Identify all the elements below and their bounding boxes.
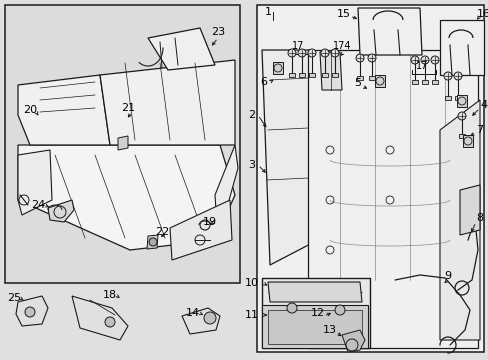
Bar bbox=[368, 76, 374, 80]
Bar bbox=[321, 73, 327, 77]
Text: 17: 17 bbox=[291, 41, 304, 51]
Text: 6: 6 bbox=[260, 77, 267, 87]
Circle shape bbox=[430, 56, 438, 64]
Polygon shape bbox=[170, 200, 231, 260]
Polygon shape bbox=[319, 52, 341, 90]
Text: 19: 19 bbox=[203, 217, 217, 227]
Bar bbox=[5, 5, 240, 283]
Polygon shape bbox=[262, 50, 317, 265]
Bar bbox=[458, 134, 464, 138]
Polygon shape bbox=[118, 136, 128, 150]
Bar bbox=[454, 96, 460, 100]
Circle shape bbox=[330, 49, 338, 57]
Text: 2: 2 bbox=[248, 110, 255, 120]
Polygon shape bbox=[459, 185, 479, 235]
Text: 3: 3 bbox=[248, 160, 255, 170]
Bar bbox=[288, 73, 294, 77]
Circle shape bbox=[367, 54, 375, 62]
Circle shape bbox=[453, 72, 461, 80]
Polygon shape bbox=[462, 135, 472, 147]
Bar bbox=[431, 80, 437, 84]
Text: 13: 13 bbox=[323, 325, 336, 335]
Text: 11: 11 bbox=[244, 310, 259, 320]
Polygon shape bbox=[262, 305, 367, 348]
Text: 20: 20 bbox=[23, 105, 37, 115]
Polygon shape bbox=[147, 235, 158, 249]
Text: 5: 5 bbox=[354, 78, 361, 88]
Polygon shape bbox=[272, 62, 283, 74]
Text: 1: 1 bbox=[264, 7, 271, 17]
Bar bbox=[411, 80, 417, 84]
Text: 23: 23 bbox=[210, 27, 224, 37]
Bar bbox=[308, 73, 314, 77]
Circle shape bbox=[105, 317, 115, 327]
Text: 17: 17 bbox=[415, 61, 427, 71]
Circle shape bbox=[307, 49, 315, 57]
Polygon shape bbox=[341, 330, 364, 352]
Circle shape bbox=[410, 56, 418, 64]
Bar bbox=[444, 96, 450, 100]
Bar bbox=[257, 5, 483, 352]
Polygon shape bbox=[18, 75, 110, 145]
Polygon shape bbox=[16, 296, 48, 326]
Text: 9: 9 bbox=[444, 271, 450, 281]
Circle shape bbox=[320, 49, 328, 57]
Polygon shape bbox=[72, 296, 128, 340]
Circle shape bbox=[334, 305, 345, 315]
Text: 22: 22 bbox=[155, 227, 169, 237]
Polygon shape bbox=[267, 282, 361, 302]
Text: 18: 18 bbox=[103, 290, 117, 300]
Polygon shape bbox=[374, 75, 384, 87]
Circle shape bbox=[443, 72, 451, 80]
Polygon shape bbox=[215, 145, 238, 240]
Text: 16: 16 bbox=[476, 9, 488, 19]
Circle shape bbox=[420, 56, 428, 64]
Text: 174: 174 bbox=[332, 41, 350, 51]
Text: 10: 10 bbox=[244, 278, 259, 288]
Text: 25: 25 bbox=[7, 293, 21, 303]
Polygon shape bbox=[182, 308, 220, 334]
Polygon shape bbox=[262, 278, 369, 348]
Text: 21: 21 bbox=[121, 103, 135, 113]
Polygon shape bbox=[148, 28, 215, 70]
Polygon shape bbox=[307, 50, 477, 348]
Polygon shape bbox=[18, 150, 52, 215]
Circle shape bbox=[203, 312, 216, 324]
Circle shape bbox=[457, 112, 465, 120]
Text: 8: 8 bbox=[475, 213, 483, 223]
Polygon shape bbox=[267, 310, 361, 344]
Circle shape bbox=[25, 307, 35, 317]
Text: 15: 15 bbox=[336, 9, 350, 19]
Text: 24: 24 bbox=[31, 200, 45, 210]
Text: 7: 7 bbox=[475, 125, 483, 135]
Polygon shape bbox=[357, 8, 421, 55]
Circle shape bbox=[286, 303, 296, 313]
Circle shape bbox=[297, 49, 305, 57]
Polygon shape bbox=[48, 200, 74, 222]
Bar bbox=[298, 73, 305, 77]
Text: 4: 4 bbox=[479, 100, 487, 110]
Circle shape bbox=[149, 238, 157, 246]
Circle shape bbox=[355, 54, 363, 62]
Polygon shape bbox=[439, 20, 483, 75]
Polygon shape bbox=[100, 60, 235, 145]
Bar bbox=[421, 80, 427, 84]
Bar bbox=[331, 73, 337, 77]
Polygon shape bbox=[439, 100, 479, 340]
Text: 14: 14 bbox=[185, 308, 200, 318]
Polygon shape bbox=[456, 95, 466, 107]
Text: 12: 12 bbox=[310, 308, 325, 318]
Polygon shape bbox=[18, 145, 235, 250]
Circle shape bbox=[287, 49, 295, 57]
Bar bbox=[356, 76, 362, 80]
